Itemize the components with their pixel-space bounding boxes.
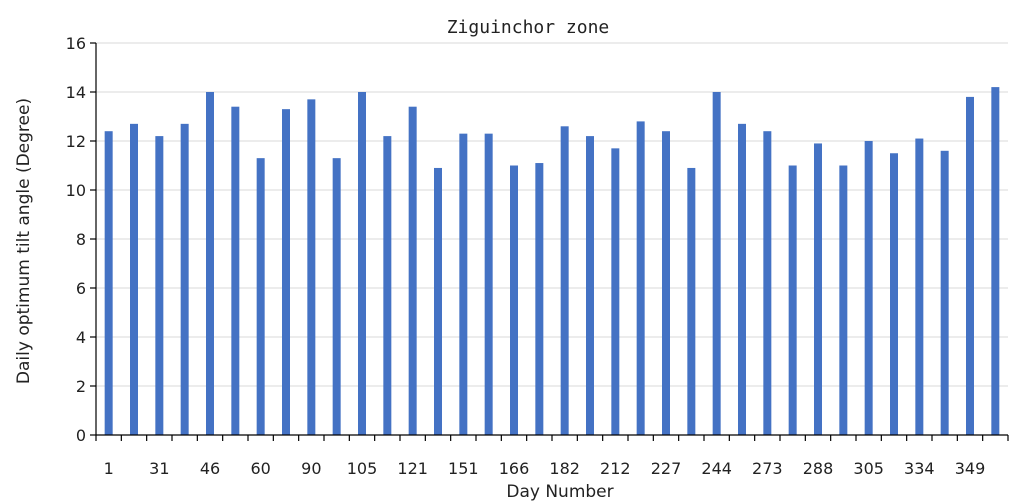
x-tick-label: 1 <box>104 459 114 478</box>
bar <box>459 133 468 435</box>
bar <box>155 136 164 435</box>
bar <box>206 92 214 435</box>
x-tick-label: 105 <box>347 459 378 478</box>
y-tick-label: 4 <box>76 328 86 347</box>
x-tick-label: 349 <box>955 459 986 478</box>
bar <box>864 141 873 435</box>
bar <box>130 123 138 435</box>
y-tick-label: 6 <box>76 279 86 298</box>
bar <box>586 136 594 435</box>
y-tick-label: 8 <box>76 230 86 249</box>
x-tick-label: 166 <box>499 459 530 478</box>
x-tick-label: 151 <box>448 459 479 478</box>
bar <box>332 158 341 435</box>
bar <box>788 165 797 435</box>
x-tick-label: 288 <box>803 459 834 478</box>
bar <box>408 106 417 435</box>
x-tick-label: 227 <box>651 459 682 478</box>
bar <box>104 131 113 435</box>
x-tick-label: 244 <box>701 459 732 478</box>
x-tick-label: 182 <box>549 459 580 478</box>
bar <box>307 99 316 435</box>
x-tick-label: 90 <box>301 459 321 478</box>
x-tick-label: 31 <box>149 459 169 478</box>
x-tick-label: 46 <box>200 459 220 478</box>
y-tick-labels: 0 2 4 6 8 10 12 14 16 <box>66 34 96 445</box>
bar <box>510 165 518 435</box>
y-tick-label: 2 <box>76 377 86 396</box>
bar <box>535 163 544 436</box>
bar <box>662 131 670 435</box>
bar <box>991 87 1000 435</box>
bar <box>763 131 772 435</box>
x-axis-title: Day Number <box>506 482 613 502</box>
gridlines <box>96 42 1008 387</box>
x-tick-label: 273 <box>752 459 783 478</box>
y-tick-label: 14 <box>66 83 86 102</box>
x-tick-label: 305 <box>853 459 884 478</box>
bar <box>560 126 569 436</box>
bar <box>915 138 924 436</box>
bar <box>712 92 721 435</box>
bar-series <box>104 87 1000 436</box>
bar <box>434 167 442 435</box>
bar <box>839 165 848 435</box>
bar <box>256 158 265 435</box>
bar <box>611 148 620 435</box>
x-tick-label: 334 <box>904 459 935 478</box>
bar <box>814 143 822 435</box>
bar <box>940 150 949 436</box>
bar <box>738 123 746 435</box>
bar <box>636 121 645 436</box>
bar <box>484 133 493 435</box>
x-tick-labels: 1 31 46 60 90 105 121 151 166 182 212 227 244 273 288 3… <box>95 435 1009 478</box>
bar <box>282 109 290 436</box>
bar <box>231 106 240 435</box>
chart-title: Ziguinchor zone <box>447 17 610 38</box>
x-tick-label: 60 <box>250 459 270 478</box>
y-tick-label: 10 <box>66 181 86 200</box>
y-tick-label: 0 <box>76 426 86 445</box>
bar <box>890 153 898 435</box>
bar <box>358 92 366 435</box>
y-tick-label: 16 <box>66 34 86 53</box>
y-tick-label: 12 <box>66 132 86 151</box>
x-tick-label: 121 <box>397 459 428 478</box>
x-tick-label: 212 <box>600 459 631 478</box>
y-axis-title: Daily optimum tilt angle (Degree) <box>14 98 34 384</box>
bar <box>383 136 392 435</box>
bar <box>966 96 974 436</box>
bar <box>687 167 696 435</box>
bar <box>180 123 189 435</box>
